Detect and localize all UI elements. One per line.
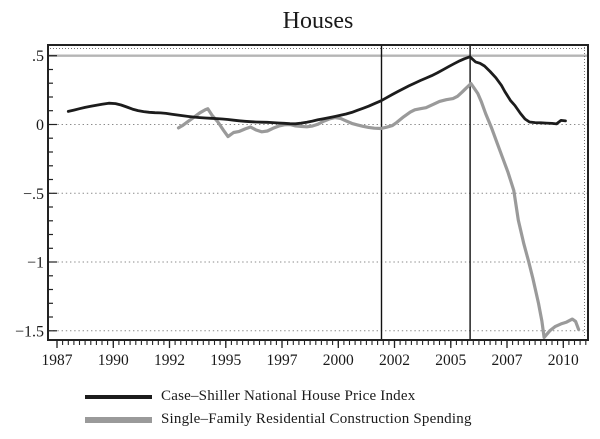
legend-label-case-shiller: Case–Shiller National House Price Index bbox=[161, 388, 416, 404]
y-tick-label: −1 bbox=[27, 255, 44, 272]
case-shiller-line bbox=[66, 55, 567, 126]
x-tick-label: 1987 bbox=[42, 352, 73, 369]
legend-item-construction-spending: Single–Family Residential Construction S… bbox=[0, 408, 600, 431]
x-tick-label: 2000 bbox=[323, 352, 354, 369]
legend-label-construction-spending: Single–Family Residential Construction S… bbox=[161, 411, 472, 427]
plot-frame bbox=[47, 44, 589, 341]
x-tick-label: 2007 bbox=[492, 352, 523, 369]
x-tick-label: 1997 bbox=[267, 352, 298, 369]
x-tick-label: 2005 bbox=[435, 352, 466, 369]
case-shiller-line-swatch bbox=[85, 394, 152, 399]
legend-item-case-shiller: Case–Shiller National House Price Index bbox=[0, 385, 600, 408]
y-tick-label: .5 bbox=[32, 48, 44, 65]
x-tick-label: 1995 bbox=[210, 352, 241, 369]
x-tick-label: 2002 bbox=[379, 352, 410, 369]
construction-spending-line-swatch bbox=[85, 416, 152, 423]
y-tick-label: −.5 bbox=[23, 186, 44, 203]
y-tick-label: −1.5 bbox=[15, 323, 44, 340]
x-tick-label: 1990 bbox=[98, 352, 129, 369]
y-tick-label: 0 bbox=[36, 117, 44, 134]
chart-legend: Case–Shiller National House Price Index … bbox=[0, 385, 600, 431]
construction-spending-line bbox=[176, 81, 581, 339]
chart-title: Houses bbox=[282, 8, 354, 34]
x-tick-label: 1992 bbox=[154, 352, 185, 369]
x-tick-label: 2010 bbox=[548, 352, 579, 369]
